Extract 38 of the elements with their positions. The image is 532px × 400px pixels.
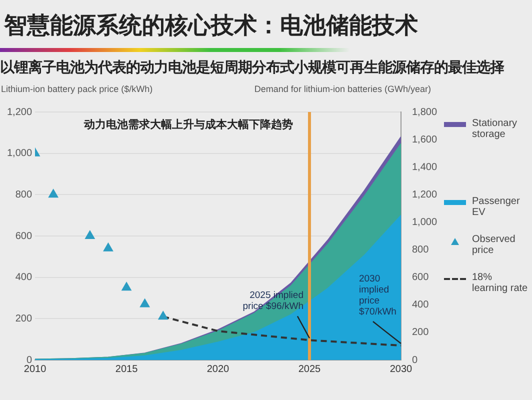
x-tick-label: 2015	[115, 364, 138, 375]
y2-tick-label: 1,000	[412, 216, 438, 228]
point	[158, 311, 168, 320]
annotation: 动力电池需求大幅上升与成本大幅下降趋势	[83, 118, 294, 131]
y2-tick-label: 0	[412, 354, 418, 366]
y-tick-label: 0	[26, 354, 32, 366]
y2-tick-label: 400	[412, 300, 430, 311]
y2-tick-label: 200	[412, 327, 430, 338]
y2-tick-label: 1,200	[412, 189, 438, 200]
legend-label: 18% learning rate	[472, 272, 528, 294]
x-tick-label: 2010	[24, 364, 47, 375]
legend-label: Passenger EV	[472, 196, 521, 218]
chart-subtitle: 以锂离子电池为代表的动力电池是短周期分布式小规模可再生能源储存的最佳选择	[0, 58, 504, 77]
point	[48, 189, 58, 198]
y2-tick-label: 1,800	[412, 106, 438, 118]
point	[103, 242, 114, 252]
x-tick-label: 2025	[298, 364, 322, 375]
y2-tick-label: 600	[412, 272, 430, 284]
y2-axis-title: Demand for lithium-ion batteries (GWh/year)	[254, 84, 431, 94]
y2-tick-label: 1,400	[412, 162, 438, 173]
y-axis-title: Lithium-ion battery pack price ($/kWh)	[1, 84, 153, 94]
y-tick-label: 600	[15, 230, 32, 242]
point	[122, 282, 132, 291]
x-tick-label: 2020	[206, 364, 230, 375]
chart-title: 智慧能源系统的核心技术：电池储能技术	[4, 12, 418, 41]
y2-tick-label: 800	[412, 244, 430, 256]
legend-label: Stationary storage	[472, 118, 518, 140]
point	[85, 230, 95, 239]
point	[140, 298, 150, 308]
y-tick-label: 800	[15, 189, 32, 200]
legend-label: Observed price	[472, 234, 516, 256]
y-tick-label: 1,200	[6, 106, 32, 118]
y-tick-label: 200	[15, 313, 32, 324]
annotation: 2030 implied price $70/kWh	[358, 274, 396, 318]
y-tick-label: 1,000	[6, 148, 32, 160]
y-tick-label: 400	[15, 272, 32, 284]
x-tick-label: 2030	[390, 364, 413, 375]
y2-tick-label: 1,600	[412, 134, 438, 146]
